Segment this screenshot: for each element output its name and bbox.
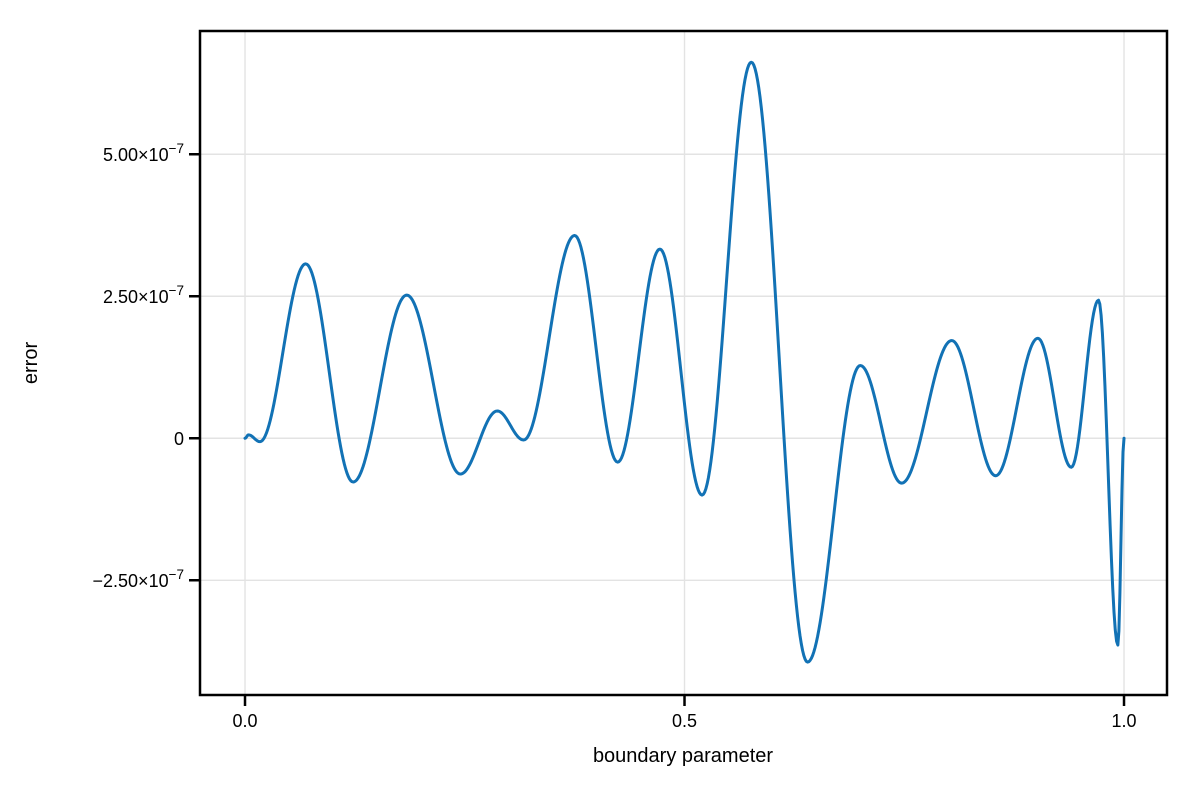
series-layer (243, 60, 1126, 664)
tick-layer: 0.0 0.5 1.0 5.00×10−7 2.50×10−7 0 −2.50×10−7 (93, 141, 1137, 731)
x-tick-label: 0.5 (672, 711, 697, 731)
x-tick-label: 0.0 (232, 711, 257, 731)
label-layer: boundary parameter error (20, 342, 773, 767)
x-axis-label: boundary parameter (593, 745, 773, 767)
grid-layer (200, 31, 1167, 695)
y-tick-label: 2.50×10−7 (103, 283, 184, 307)
x-tick-label: 1.0 (1112, 711, 1137, 731)
y-tick-label: 5.00×10−7 (103, 141, 184, 165)
y-axis-label: error (20, 342, 42, 385)
plot-frame (198, 29, 1169, 697)
y-tick-label: −2.50×10−7 (93, 567, 184, 591)
y-tick-label: 0 (174, 429, 184, 449)
series-curve-error (243, 60, 1126, 664)
frame-layer (198, 29, 1169, 697)
